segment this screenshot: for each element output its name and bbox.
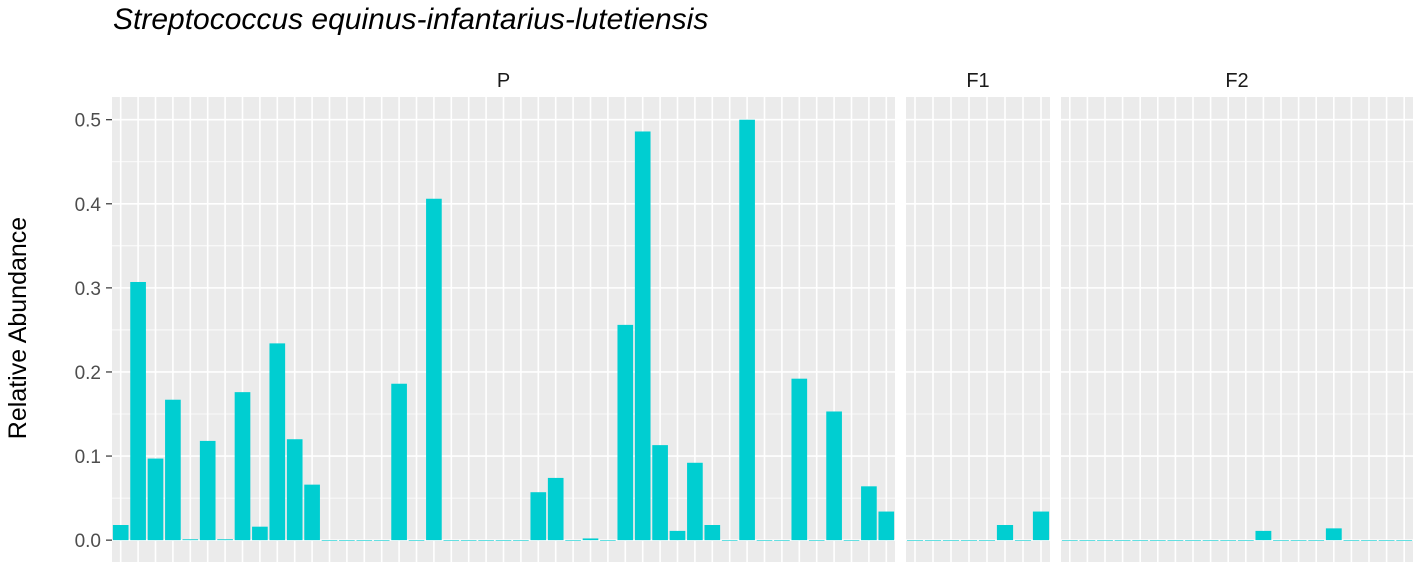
bar [1132, 540, 1149, 541]
bar [547, 477, 564, 541]
facet-panel-p: P [112, 70, 895, 562]
bar [478, 540, 494, 541]
y-tick-label: 0.1 [75, 447, 101, 468]
bar [443, 540, 460, 541]
bar [130, 281, 146, 541]
bar [774, 540, 790, 541]
bar [356, 540, 373, 541]
chart-title: Streptococcus equinus-infantarius-luteti… [113, 3, 708, 36]
bar [565, 540, 581, 541]
bar [704, 525, 721, 541]
bar [147, 458, 164, 541]
bar [1378, 540, 1395, 541]
bar [756, 540, 773, 541]
bar [304, 484, 320, 541]
bar [408, 540, 425, 541]
bar [530, 492, 547, 541]
bar [1220, 540, 1237, 541]
y-tick-label: 0.3 [75, 279, 101, 300]
bar [1396, 540, 1413, 541]
panel-background [1061, 97, 1413, 562]
bar [269, 343, 286, 541]
bar [199, 440, 216, 541]
bar [687, 462, 703, 541]
bar [906, 540, 924, 541]
bar [1061, 540, 1078, 541]
y-tick-label: 0.2 [75, 363, 101, 384]
bar [1325, 528, 1342, 541]
bar [1032, 511, 1050, 541]
bar [426, 198, 442, 541]
bar [924, 540, 942, 541]
facet-label: P [497, 70, 510, 92]
bar [582, 538, 599, 541]
bar [1255, 530, 1272, 541]
bar [1290, 540, 1307, 541]
bar [843, 540, 860, 541]
bar [960, 540, 978, 541]
facet-label: F1 [966, 70, 989, 92]
bar [1343, 540, 1360, 541]
bar [1237, 540, 1254, 541]
bar [495, 540, 512, 541]
y-tick-label: 0.0 [75, 531, 101, 552]
bar [1079, 540, 1096, 541]
bar [391, 383, 407, 541]
bar [861, 486, 877, 541]
bar [460, 540, 477, 541]
bar [942, 540, 960, 541]
bar [373, 540, 390, 541]
bar [652, 445, 668, 541]
bar [721, 540, 738, 541]
bar [1097, 540, 1113, 541]
bar [1014, 540, 1032, 541]
bar [808, 540, 825, 541]
y-tick-label: 0.4 [75, 195, 102, 216]
bar [739, 119, 755, 541]
bar [634, 131, 651, 541]
bar [321, 540, 338, 541]
bar [878, 511, 895, 541]
bar [1114, 540, 1131, 541]
bar [826, 411, 842, 541]
bar [339, 540, 355, 541]
bar [617, 324, 634, 541]
bar [286, 439, 303, 541]
bar [600, 540, 616, 541]
facet-label: F2 [1225, 70, 1248, 92]
bar [234, 392, 251, 541]
y-axis: 0.0 0.1 0.2 0.3 0.4 0.5 [75, 111, 112, 552]
bar [165, 399, 181, 541]
bar [1273, 540, 1289, 541]
bar [978, 540, 996, 541]
bar [1308, 540, 1325, 541]
y-tick-label: 0.5 [75, 111, 101, 132]
bar [252, 526, 268, 541]
y-axis-label: Relative Abundance [4, 217, 32, 439]
facet-panel-f1: F1 [906, 70, 1050, 562]
facet-panel-f2: F2 [1061, 70, 1413, 562]
bar [112, 525, 129, 541]
bar [1185, 540, 1201, 541]
panel-background [906, 97, 1050, 562]
bar [1202, 540, 1219, 541]
bar [217, 539, 233, 541]
bar [791, 378, 808, 541]
bar [1149, 540, 1166, 541]
bar [996, 525, 1014, 541]
bar [1361, 540, 1377, 541]
bar [182, 539, 199, 541]
bar [1167, 540, 1184, 541]
bar [669, 530, 686, 541]
facet-panels: P F1 F2 [112, 70, 1413, 562]
bar [513, 540, 529, 541]
